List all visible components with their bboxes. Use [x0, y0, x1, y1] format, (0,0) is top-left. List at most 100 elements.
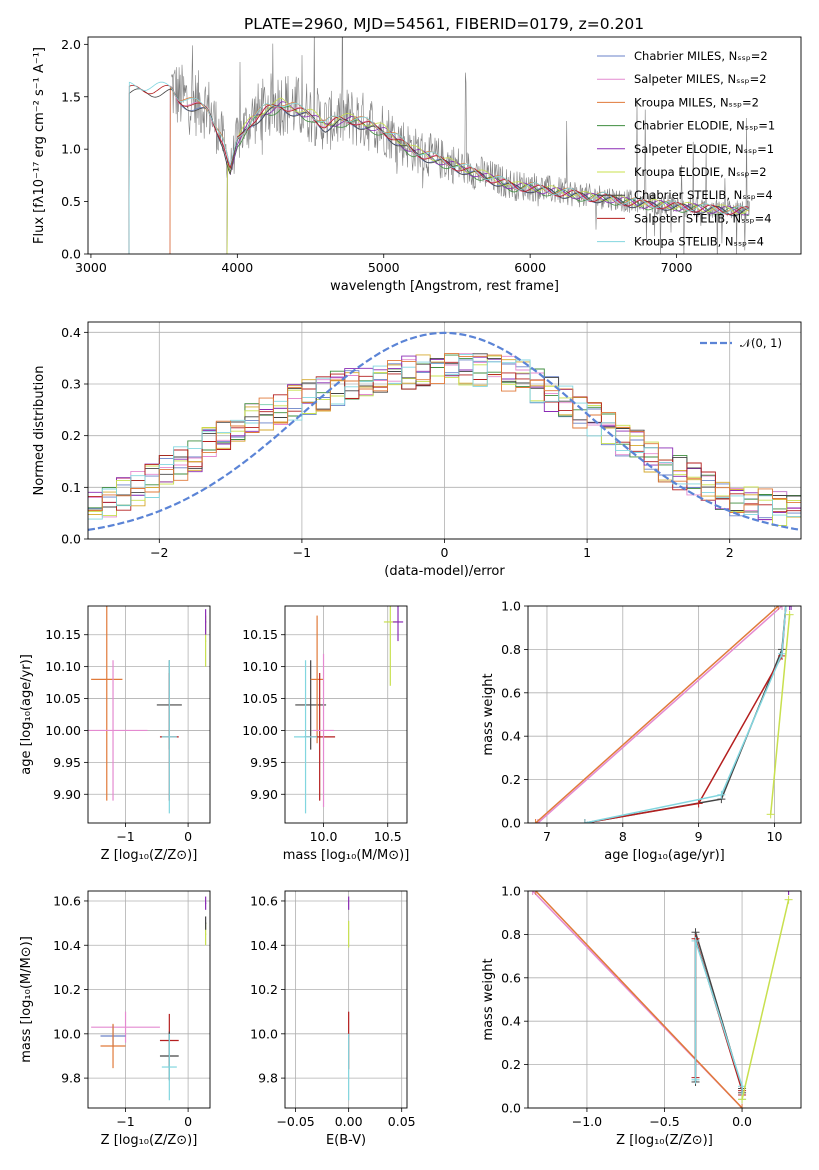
chart-mass-weight-vs-age: 7 8 9 10 0.0 0.2 0.4 0.6 0.8 1.0 age [log₁₀(age/yr…	[481, 599, 802, 863]
x-tick-label: 2	[726, 545, 734, 560]
chart-spectrum: 3000 4000 5000 6000 7000 0.0 0.5 1.0 1.5 2.0 wavel…	[32, 36, 802, 294]
x-tick-label: 10.5	[374, 829, 402, 844]
y-tick-label: 10.6	[53, 893, 81, 908]
x-tick-label: 0	[184, 829, 192, 844]
model-line-5	[226, 97, 749, 254]
x-axis-label: mass [log₁₀(M/M⊙)]	[283, 848, 410, 863]
y-tick-label: 10.2	[53, 982, 81, 997]
y-tick-label: 9.8	[258, 1071, 278, 1086]
mass-weight-vs-Z-plot-area	[528, 891, 793, 1108]
axes-frame	[87, 605, 211, 824]
y-tick-label: 10.4	[53, 938, 81, 953]
chart-age-vs-mass: 10.0 10.5 9.90 9.95 10.00 10.05 10.10 10.15 mass…	[242, 605, 410, 863]
spectrum-plot-area	[128, 37, 750, 254]
y-tick-label: 0.4	[501, 729, 521, 744]
y-tick-label: 0.8	[501, 927, 521, 942]
axes-frame	[87, 36, 802, 255]
x-tick-label: −1	[116, 829, 134, 844]
y-axis-label: Normed distribution	[32, 366, 47, 496]
y-tick-label: 0.4	[501, 1014, 521, 1029]
model-line-1	[169, 86, 749, 254]
y-tick-label: 0.6	[501, 685, 521, 700]
x-tick-label: −0.05	[276, 1114, 314, 1129]
panels: 3000 4000 5000 6000 70000.00.51.01.52.0wavel…	[19, 36, 802, 1148]
x-tick-label: 10	[767, 829, 783, 844]
series-line-1	[535, 606, 779, 823]
y-tick-label: 0.3	[61, 377, 81, 392]
x-tick-label: 10.0	[310, 829, 338, 844]
axes-frame	[527, 605, 802, 824]
x-tick-label: 4000	[221, 260, 253, 275]
y-tick-label: 10.15	[242, 627, 278, 642]
x-tick-label: 3000	[75, 260, 107, 275]
x-axis-label: Z [log₁₀(Z/Z⊙)]	[101, 1133, 198, 1148]
x-tick-label: 9	[695, 829, 703, 844]
y-tick-label: 10.10	[242, 659, 278, 674]
y-tick-label: 0.2	[501, 772, 521, 787]
legend: Chabrier MILES, Nₛₛₚ=2 Salpeter MILES, Nₛ…	[597, 49, 775, 249]
mass-vs-Z-plot-area	[91, 896, 207, 1101]
residuals-plot-area	[88, 331, 801, 531]
series-line-4	[584, 606, 787, 823]
mass-weight-vs-age-plot-area	[531, 606, 796, 823]
y-tick-label: 10.6	[250, 893, 278, 908]
y-tick-label: 10.00	[45, 723, 81, 738]
y-axis-label: mass weight	[481, 673, 496, 755]
model-line-8	[128, 81, 749, 254]
legend-label-7: Salpeter STELIB, Nₛₛₚ=4	[634, 211, 772, 225]
y-tick-label: 10.10	[45, 659, 81, 674]
x-tick-label: 7000	[661, 260, 693, 275]
y-axis-label: mass weight	[481, 958, 496, 1040]
y-tick-label: 1.0	[61, 142, 81, 157]
y-axis-label: Flux [fλ10⁻¹⁷ erg cm⁻² s⁻¹ A⁻¹]	[32, 47, 47, 244]
model-line-4	[226, 101, 749, 254]
y-tick-label: 9.90	[250, 787, 278, 802]
y-axis-label: age [log₁₀(age/yr)]	[19, 654, 34, 775]
x-tick-label: 0.0	[732, 1114, 752, 1129]
y-tick-label: 0.6	[501, 970, 521, 985]
y-tick-label: 0.4	[61, 325, 81, 340]
y-tick-label: 0.8	[501, 642, 521, 657]
chart-age-vs-Z: −1 0 9.90 9.95 10.00 10.05 10.10 10.15 Z [log₁₀(…	[19, 605, 211, 863]
data-spectrum-line	[171, 37, 750, 254]
y-tick-label: 9.90	[53, 787, 81, 802]
y-tick-label: 1.0	[501, 884, 521, 899]
chart-mass-vs-Z: −1 0 9.8 10.0 10.2 10.4 10.6 Z [log₁₀(Z/Z⊙)] mas…	[19, 890, 211, 1148]
y-tick-label: 0.0	[61, 532, 81, 547]
axes-frame	[284, 605, 408, 824]
x-tick-label: −1.0	[572, 1114, 602, 1129]
y-axis-label: mass [log₁₀(M/M⊙)]	[19, 936, 34, 1063]
y-tick-label: 10.0	[53, 1026, 81, 1041]
chart-mass-weight-vs-Z: −1.0 −0.5 0.0 0.0 0.2 0.4 0.6 0.8 1.0 Z [log₁₀(Z/…	[481, 884, 802, 1148]
legend-label-1: Salpeter MILES, Nₛₛₚ=2	[634, 72, 767, 86]
age-vs-mass-plot-area	[293, 606, 404, 814]
gaussian-curve	[88, 331, 801, 531]
series-line-5	[741, 899, 790, 1100]
x-tick-label: 8	[619, 829, 627, 844]
series-line-5	[769, 614, 791, 815]
legend-label-6: Chabrier STELIB, Nₛₛₚ=4	[634, 188, 773, 202]
x-axis-label: Z [log₁₀(Z/Z⊙)]	[616, 1133, 713, 1148]
x-tick-label: 0	[184, 1114, 192, 1129]
x-tick-label: 6000	[514, 260, 546, 275]
legend-label-8: Kroupa STELIB, Nₛₛₚ=4	[634, 235, 764, 249]
y-tick-label: 0.2	[501, 1057, 521, 1072]
y-tick-label: 0.2	[61, 428, 81, 443]
y-tick-label: 10.05	[45, 691, 81, 706]
age-vs-Z-plot-area	[88, 606, 207, 814]
y-tick-label: 9.95	[250, 755, 278, 770]
x-axis-label: Z [log₁₀(Z/Z⊙)]	[101, 848, 198, 863]
legend-label-0: Chabrier MILES, Nₛₛₚ=2	[634, 49, 768, 63]
y-tick-label: 0.0	[501, 816, 521, 831]
x-tick-label: 1	[583, 545, 591, 560]
x-tick-label: −1	[116, 1114, 134, 1129]
y-tick-label: 2.0	[61, 37, 81, 52]
axes-frame	[87, 890, 211, 1109]
model-line-7	[128, 84, 749, 254]
x-axis-label: (data-model)/error	[384, 564, 505, 579]
x-tick-label: 0.05	[388, 1114, 416, 1129]
y-tick-label: 10.00	[242, 723, 278, 738]
y-tick-label: 1.0	[501, 599, 521, 614]
y-tick-label: 10.2	[250, 982, 278, 997]
